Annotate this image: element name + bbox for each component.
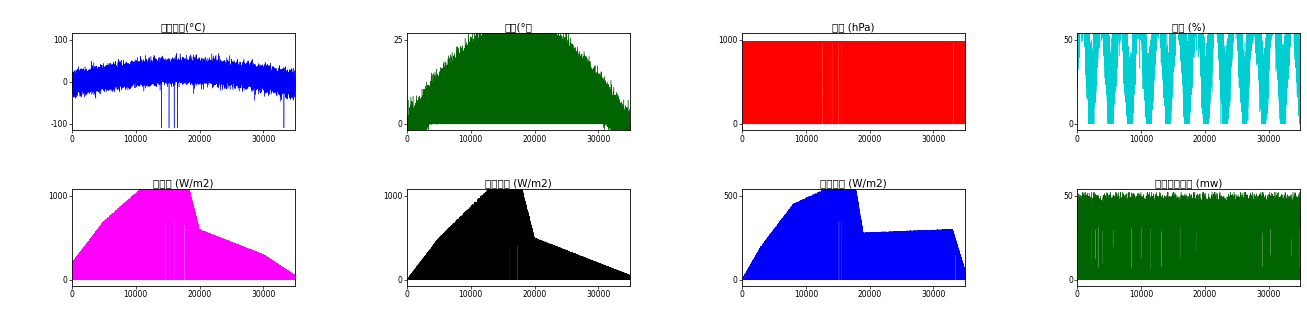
Title: 直射辐射 (W/m2): 直射辐射 (W/m2): [485, 178, 552, 188]
Title: 温度(°）: 温度(°）: [505, 22, 533, 32]
Title: 总辐射 (W/m2): 总辐射 (W/m2): [153, 178, 214, 188]
Title: 散射辐射 (W/m2): 散射辐射 (W/m2): [821, 178, 887, 188]
Title: 实际发电功率 (mw): 实际发电功率 (mw): [1155, 178, 1222, 188]
Title: 湿度 (%): 湿度 (%): [1172, 22, 1205, 32]
Title: 气压 (hPa): 气压 (hPa): [833, 22, 874, 32]
Title: 组件温度(°C): 组件温度(°C): [161, 22, 207, 32]
